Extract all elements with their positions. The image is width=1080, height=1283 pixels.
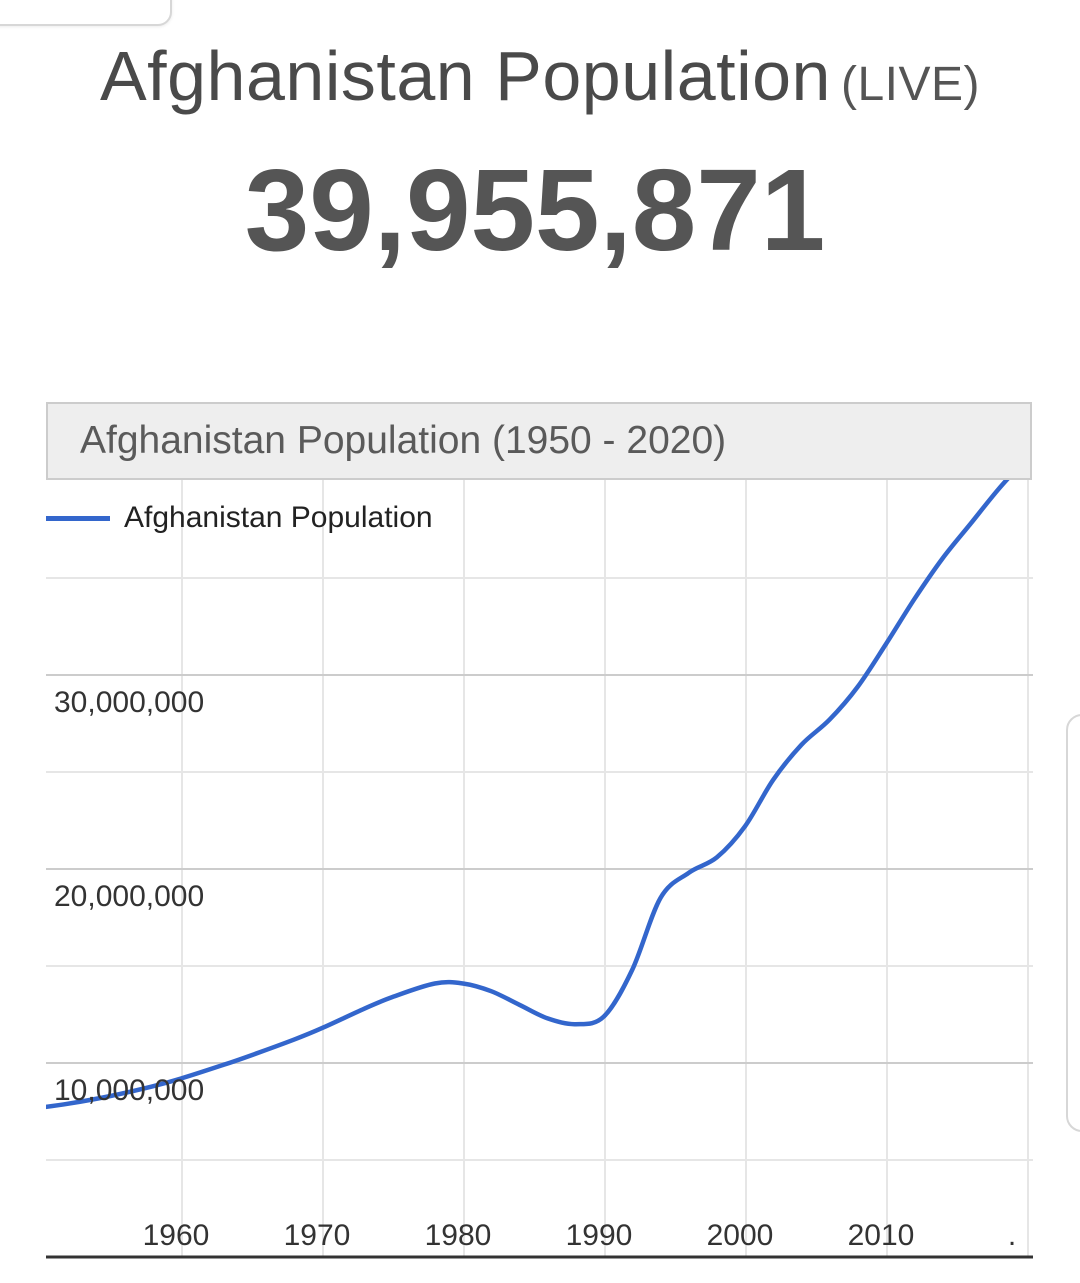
x-tick-label: 1970 <box>284 1219 351 1252</box>
legend-line-swatch <box>46 515 110 521</box>
x-tick-label: 1980 <box>425 1219 492 1252</box>
chart-legend: Afghanistan Population <box>46 498 433 538</box>
chart-title-bar: Afghanistan Population (1950 - 2020) <box>46 402 1032 480</box>
x-tick-label: . <box>1008 1219 1016 1252</box>
y-tick-label: 20,000,000 <box>54 880 204 913</box>
live-population-counter: 39,955,871 <box>244 145 826 275</box>
y-tick-label: 30,000,000 <box>54 686 204 719</box>
top-tab-handle[interactable] <box>0 0 172 26</box>
y-tick-label: 10,000,000 <box>54 1074 204 1107</box>
x-tick-label: 1990 <box>566 1219 633 1252</box>
chart-title: Afghanistan Population (1950 - 2020) <box>80 419 727 462</box>
legend-label: Afghanistan Population <box>124 501 433 534</box>
series-line-afghanistan-population <box>46 480 1010 1110</box>
page-title-text: Afghanistan Population <box>99 37 831 115</box>
x-tick-label: 1960 <box>143 1219 210 1252</box>
live-label: (LIVE) <box>840 58 981 111</box>
page-title: Afghanistan Population (LIVE) <box>0 28 1080 133</box>
x-tick-label: 2010 <box>848 1219 915 1252</box>
x-tick-label: 2000 <box>707 1219 774 1252</box>
